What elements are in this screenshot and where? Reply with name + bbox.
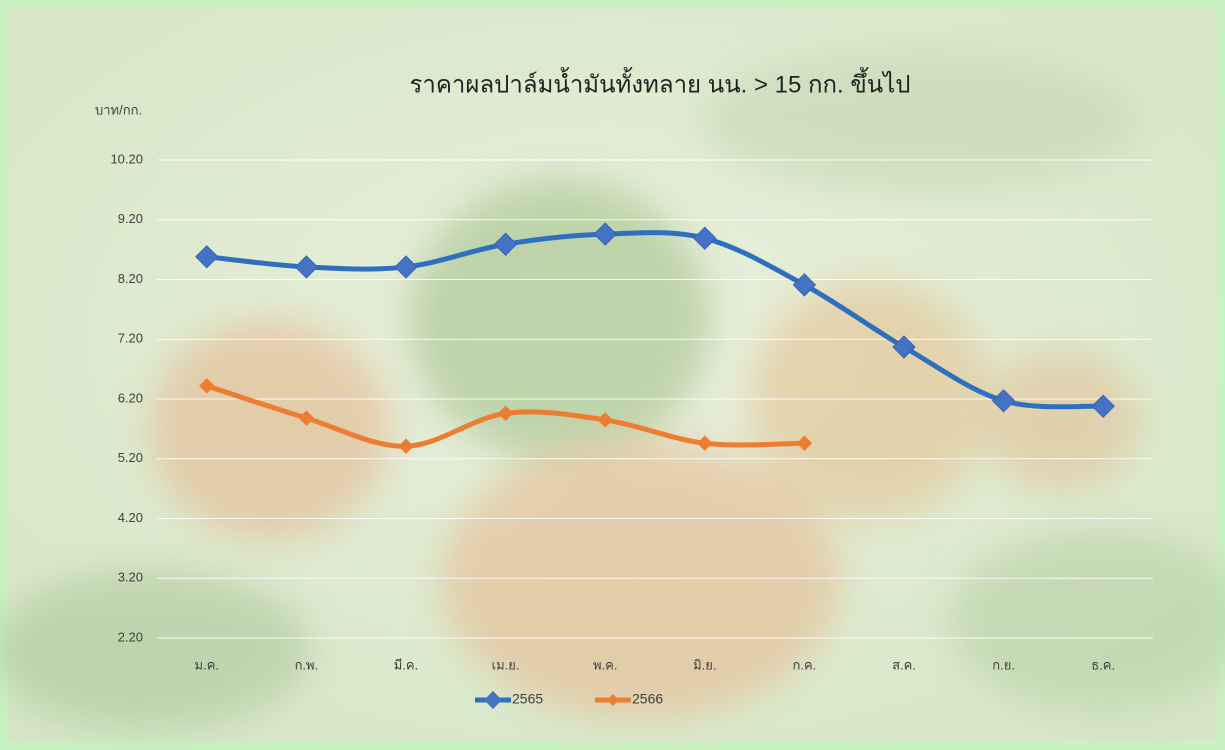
y-tick-label: 4.20 bbox=[118, 510, 143, 525]
x-tick-label: ส.ค. bbox=[892, 657, 916, 672]
y-axis-label: บาท/กก. bbox=[95, 102, 142, 117]
x-tick-label: ก.ย. bbox=[992, 657, 1015, 672]
x-tick-label: ธ.ค. bbox=[1091, 657, 1115, 672]
y-tick-label: 9.20 bbox=[118, 211, 143, 226]
y-tick-label: 2.20 bbox=[118, 629, 143, 644]
x-tick-label: ก.พ. bbox=[295, 657, 319, 672]
x-tick-label: พ.ค. bbox=[593, 657, 618, 672]
y-tick-label: 8.20 bbox=[118, 271, 143, 286]
legend-label: 2566 bbox=[632, 691, 663, 707]
x-tick-label: มิ.ย. bbox=[693, 657, 716, 672]
y-tick-label: 3.20 bbox=[118, 570, 143, 585]
x-tick-label: ก.ค. bbox=[793, 657, 817, 672]
y-tick-label: 5.20 bbox=[118, 450, 143, 465]
chart: ราคาผลปาล์มน้ำมันทั้งทลาย นน. > 15 กก. ข… bbox=[0, 0, 1225, 750]
y-tick-label: 10.20 bbox=[110, 151, 143, 166]
y-tick-label: 7.20 bbox=[118, 331, 143, 346]
y-tick-label: 6.20 bbox=[118, 390, 143, 405]
chart-title: ราคาผลปาล์มน้ำมันทั้งทลาย นน. > 15 กก. ข… bbox=[410, 66, 911, 98]
x-tick-label: ม.ค. bbox=[195, 657, 220, 672]
x-tick-label: เม.ย. bbox=[492, 657, 520, 672]
x-tick-label: มี.ค. bbox=[394, 657, 419, 672]
legend-label: 2565 bbox=[512, 691, 543, 707]
